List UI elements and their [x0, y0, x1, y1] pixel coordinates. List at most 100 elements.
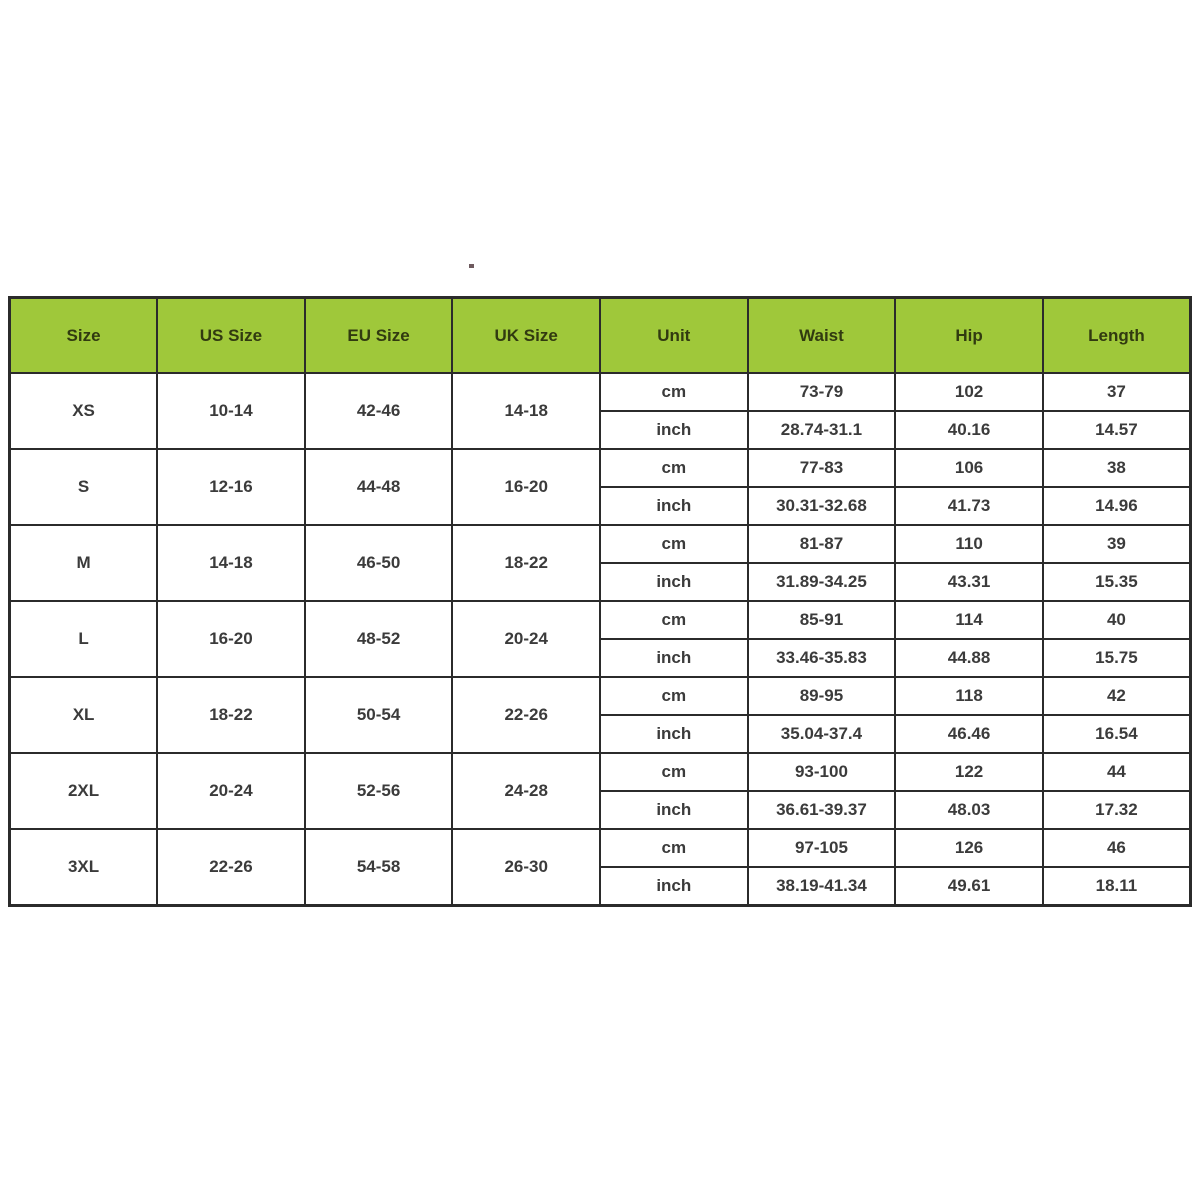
unit-cell: inch: [599, 638, 749, 678]
us-size-cell: 16-20: [156, 600, 306, 678]
us-size-cell: 18-22: [156, 676, 306, 754]
hip-cell: 110: [894, 524, 1044, 564]
table-row: inch 38.19-41.34 49.61 18.11: [10, 866, 1192, 907]
unit-cell: cm: [599, 448, 749, 488]
waist-cell: 77-83: [746, 448, 897, 488]
eu-size-cell: 46-50: [303, 524, 454, 602]
table-row: 3XL 22-26 54-58 26-30 cm 97-105 126 46: [8, 828, 1192, 907]
eu-size-cell: 48-52: [303, 600, 454, 678]
waist-cell: 97-105: [746, 828, 897, 868]
size-cell: 3XL: [8, 828, 159, 907]
hip-cell: 126: [894, 828, 1044, 868]
header-uk-size: UK Size: [451, 296, 601, 374]
us-size-cell: 12-16: [156, 448, 306, 526]
unit-cell: inch: [599, 410, 749, 450]
header-waist: Waist: [746, 296, 897, 374]
waist-cell: 28.74-31.1: [746, 410, 897, 450]
uk-size-cell: 24-28: [451, 752, 601, 830]
unit-cell: inch: [599, 866, 749, 907]
unit-cell: cm: [599, 524, 749, 564]
size-cell: M: [8, 524, 159, 602]
size-chart-header: Size US Size EU Size UK Size Unit Waist …: [8, 296, 1192, 374]
length-cell: 16.54: [1041, 714, 1192, 754]
header-row: Size US Size EU Size UK Size Unit Waist …: [8, 296, 1192, 374]
length-cell: 40: [1041, 600, 1192, 640]
uk-size-cell: 18-22: [451, 524, 601, 602]
table-row: M 14-18 46-50 18-22 cm 81-87 110 39: [8, 524, 1192, 602]
unit-cell: cm: [599, 372, 749, 412]
table-row: XS 10-14 42-46 14-18 cm 73-79 102 37: [8, 372, 1192, 450]
length-cell: 14.57: [1041, 410, 1192, 450]
hip-cell: 49.61: [894, 866, 1044, 907]
table-row: inch 36.61-39.37 48.03 17.32: [10, 790, 1192, 830]
header-unit: Unit: [599, 296, 749, 374]
us-size-cell: 20-24: [156, 752, 306, 830]
table-row: L 16-20 48-52 20-24 cm 85-91 114 40: [8, 600, 1192, 678]
us-size-cell: 22-26: [156, 828, 306, 907]
hip-cell: 106: [894, 448, 1044, 488]
size-cell: S: [8, 448, 159, 526]
waist-cell: 35.04-37.4: [746, 714, 897, 754]
uk-size-cell: 14-18: [451, 372, 601, 450]
length-cell: 37: [1041, 372, 1192, 412]
waist-cell: 33.46-35.83: [746, 638, 897, 678]
unit-cell: inch: [599, 790, 749, 830]
size-chart-table: Size US Size EU Size UK Size Unit Waist …: [8, 296, 1192, 907]
table-row: inch 31.89-34.25 43.31 15.35: [10, 562, 1192, 602]
header-size: Size: [8, 296, 159, 374]
hip-cell: 44.88: [894, 638, 1044, 678]
size-chart-body: XS 10-14 42-46 14-18 cm 73-79 102 37 inc…: [8, 372, 1192, 907]
hip-cell: 122: [894, 752, 1044, 792]
header-length: Length: [1041, 296, 1192, 374]
table-row: inch 35.04-37.4 46.46 16.54: [10, 714, 1192, 754]
table-row: S 12-16 44-48 16-20 cm 77-83 106 38: [8, 448, 1192, 526]
table-row: inch 28.74-31.1 40.16 14.57: [10, 410, 1192, 450]
waist-cell: 93-100: [746, 752, 897, 792]
unit-cell: cm: [599, 828, 749, 868]
uk-size-cell: 16-20: [451, 448, 601, 526]
length-cell: 18.11: [1041, 866, 1192, 907]
unit-cell: inch: [599, 562, 749, 602]
hip-cell: 43.31: [894, 562, 1044, 602]
hip-cell: 114: [894, 600, 1044, 640]
eu-size-cell: 50-54: [303, 676, 454, 754]
us-size-cell: 10-14: [156, 372, 306, 450]
length-cell: 15.35: [1041, 562, 1192, 602]
unit-cell: cm: [599, 752, 749, 792]
hip-cell: 41.73: [894, 486, 1044, 526]
length-cell: 15.75: [1041, 638, 1192, 678]
size-cell: L: [8, 600, 159, 678]
table-row: XL 18-22 50-54 22-26 cm 89-95 118 42: [8, 676, 1192, 754]
waist-cell: 89-95: [746, 676, 897, 716]
waist-cell: 30.31-32.68: [746, 486, 897, 526]
hip-cell: 102: [894, 372, 1044, 412]
length-cell: 17.32: [1041, 790, 1192, 830]
waist-cell: 36.61-39.37: [746, 790, 897, 830]
table-row: inch 33.46-35.83 44.88 15.75: [10, 638, 1192, 678]
unit-cell: cm: [599, 676, 749, 716]
uk-size-cell: 22-26: [451, 676, 601, 754]
header-eu-size: EU Size: [303, 296, 454, 374]
eu-size-cell: 54-58: [303, 828, 454, 907]
uk-size-cell: 26-30: [451, 828, 601, 907]
header-hip: Hip: [894, 296, 1044, 374]
us-size-cell: 14-18: [156, 524, 306, 602]
hip-cell: 46.46: [894, 714, 1044, 754]
table-row: 2XL 20-24 52-56 24-28 cm 93-100 122 44: [8, 752, 1192, 830]
size-cell: 2XL: [8, 752, 159, 830]
unit-cell: inch: [599, 486, 749, 526]
waist-cell: 31.89-34.25: [746, 562, 897, 602]
header-us-size: US Size: [156, 296, 306, 374]
length-cell: 14.96: [1041, 486, 1192, 526]
eu-size-cell: 44-48: [303, 448, 454, 526]
hip-cell: 40.16: [894, 410, 1044, 450]
hip-cell: 48.03: [894, 790, 1044, 830]
size-cell: XS: [8, 372, 159, 450]
table-row: inch 30.31-32.68 41.73 14.96: [10, 486, 1192, 526]
length-cell: 42: [1041, 676, 1192, 716]
unit-cell: cm: [599, 600, 749, 640]
eu-size-cell: 52-56: [303, 752, 454, 830]
length-cell: 44: [1041, 752, 1192, 792]
length-cell: 39: [1041, 524, 1192, 564]
waist-cell: 38.19-41.34: [746, 866, 897, 907]
